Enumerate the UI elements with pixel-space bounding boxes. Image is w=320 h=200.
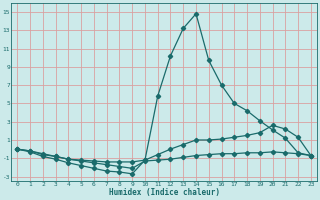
X-axis label: Humidex (Indice chaleur): Humidex (Indice chaleur) <box>108 188 220 197</box>
